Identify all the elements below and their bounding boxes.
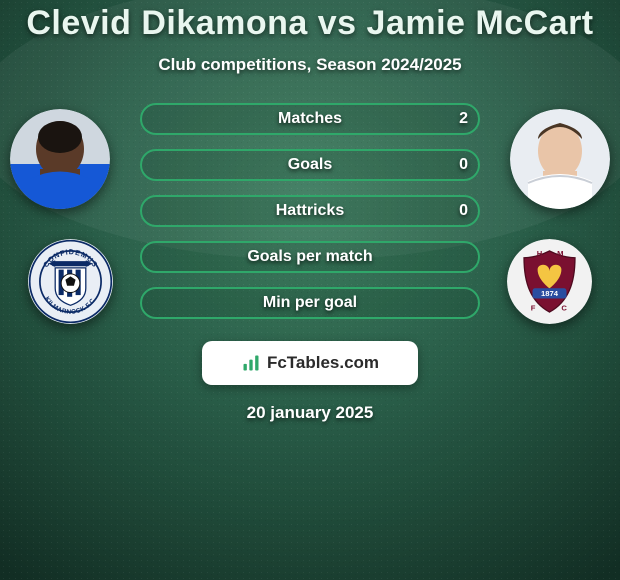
brand-text: FcTables.com [267,353,379,373]
player-right-avatar [510,109,610,209]
stat-bar: Goals 0 [140,149,480,181]
club-right-crest: 1874 H M F C [507,239,592,324]
player-left-avatar [10,109,110,209]
comparison-body: CONFIDEMUS KILMARNOCK F.C. [0,99,620,319]
stat-label: Min per goal [263,294,357,312]
comparison-card: Clevid Dikamona vs Jamie McCart Club com… [0,0,620,580]
svg-text:H: H [537,249,543,258]
subtitle: Club competitions, Season 2024/2025 [158,55,461,75]
brand-pill[interactable]: FcTables.com [202,341,418,385]
page-title: Clevid Dikamona vs Jamie McCart [26,4,593,43]
svg-text:F: F [531,303,536,312]
stat-bar: Min per goal [140,287,480,319]
stat-bar: Hattricks 0 [140,195,480,227]
stat-bar: Matches 2 [140,103,480,135]
club-left-crest: CONFIDEMUS KILMARNOCK F.C. [28,239,113,324]
bar-chart-icon [241,353,261,373]
stat-bar: Goals per match [140,241,480,273]
date-label: 20 january 2025 [247,403,374,423]
stat-right-value: 0 [459,156,468,174]
stat-right-value: 0 [459,202,468,220]
stat-label: Goals per match [247,248,372,266]
svg-text:C: C [561,303,567,312]
stat-label: Hattricks [276,202,344,220]
stat-bars: Matches 2 Goals 0 Hattricks 0 [140,99,480,319]
club-right-year: 1874 [541,289,559,298]
stat-right-value: 2 [459,110,468,128]
stat-label: Matches [278,110,342,128]
svg-text:M: M [557,249,563,258]
stat-label: Goals [288,156,332,174]
